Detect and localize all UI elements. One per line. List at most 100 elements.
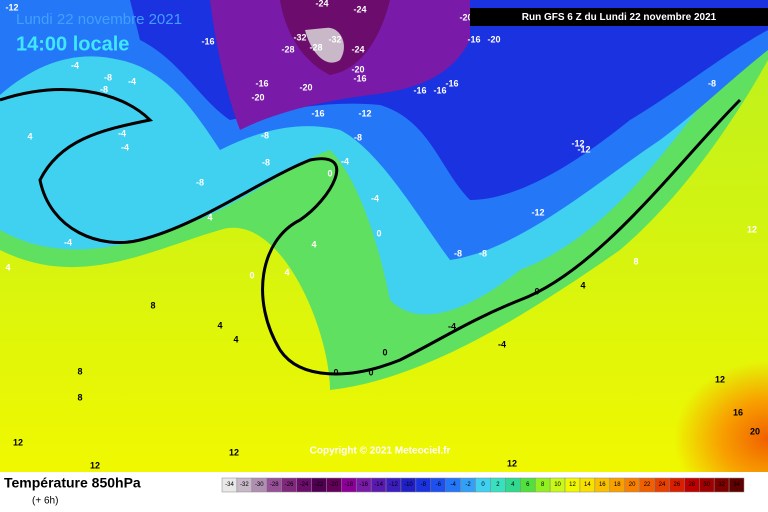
- contour-label: 4: [207, 212, 212, 222]
- run-label: Run GFS 6 Z du Lundi 22 novembre 2021: [522, 12, 717, 23]
- contour-label: 0: [249, 270, 254, 280]
- colorbar-tick-label: -10: [404, 482, 413, 488]
- contour-label: 0: [382, 347, 387, 357]
- contour-label: 0: [327, 168, 332, 178]
- contour-label: 4: [233, 334, 238, 344]
- contour-label: -4: [128, 76, 136, 86]
- colorbar-tick-label: -8: [421, 482, 427, 488]
- colorbar-tick-label: -30: [255, 482, 264, 488]
- colorbar-tick-label: -4: [450, 482, 456, 488]
- colorbar-tick-label: 4: [511, 482, 515, 488]
- contour-label: 12: [13, 437, 23, 447]
- contour-label: -4: [341, 156, 349, 166]
- contour-label: -4: [64, 237, 72, 247]
- contour-label: 4: [311, 239, 316, 249]
- contour-label: -12: [531, 207, 544, 217]
- run-box: [470, 8, 768, 26]
- contour-label: -8: [104, 72, 112, 82]
- contour-label: 0: [376, 228, 381, 238]
- contour-label: 8: [150, 300, 155, 310]
- footer-title: Température 850hPa: [4, 475, 141, 491]
- time-label: 14:00 locale: [16, 33, 129, 55]
- colorbar-tick-label: -6: [436, 482, 442, 488]
- colorbar-tick-label: 30: [703, 482, 710, 488]
- contour-label: -32: [328, 34, 341, 44]
- coldest-area: [305, 27, 345, 63]
- contour-label: -20: [487, 34, 500, 44]
- contour-label: -4: [448, 321, 456, 331]
- colorbar-tick-label: -34: [225, 482, 234, 488]
- contour-label: -32: [293, 32, 306, 42]
- contour-label: -8: [262, 157, 270, 167]
- contour-label: -28: [281, 44, 294, 54]
- colorbar-tick-label: 10: [554, 482, 561, 488]
- contour-label: 0: [534, 286, 539, 296]
- colorbar-tick-label: -24: [300, 482, 309, 488]
- contour-label: 12: [747, 224, 757, 234]
- contour-label: -16: [311, 108, 324, 118]
- contour-label: -20: [251, 92, 264, 102]
- contour-label: 4: [27, 131, 32, 141]
- colorbar-tick-label: -28: [270, 482, 279, 488]
- colorbar-tick-label: 14: [584, 482, 591, 488]
- contour-label: 4: [217, 320, 222, 330]
- contour-label: -4: [121, 142, 129, 152]
- contour-label: 4: [284, 267, 289, 277]
- contour-label: 12: [715, 374, 725, 384]
- colorbar-tick-label: 8: [541, 482, 545, 488]
- contour-label: -12: [571, 138, 584, 148]
- contour-label: -16: [433, 85, 446, 95]
- colorbar-tick-label: -16: [359, 482, 368, 488]
- contour-label: -20: [299, 82, 312, 92]
- colorbar-tick-label: -26: [285, 482, 294, 488]
- contour-label: -16: [413, 85, 426, 95]
- colorbar: -34 -32 -30 -28 -26 -24 -22 -20 -18 -16 -14 -12 -10-…: [221, 477, 745, 493]
- contour-label: -12: [5, 2, 18, 12]
- map: [0, 0, 768, 472]
- contour-label: 12: [507, 458, 517, 468]
- contour-label: 8: [633, 256, 638, 266]
- colorbar-tick-label: -2: [465, 482, 471, 488]
- contour-label: 8: [77, 392, 82, 402]
- contour-label: -4: [498, 339, 506, 349]
- contour-label: -12: [577, 144, 590, 154]
- colorbar-tick-label: 16: [599, 482, 606, 488]
- contour-label: -8: [261, 130, 269, 140]
- colorbar-tick-label: -14: [374, 482, 383, 488]
- copyright: Copyright © 2021 Meteociel.fr: [310, 446, 451, 457]
- contour-label: -16: [255, 78, 268, 88]
- contour-label: -28: [309, 42, 322, 52]
- contour-label: -8: [479, 248, 487, 258]
- contour-label: 4: [580, 280, 585, 290]
- colorbar-tick-label: -32: [240, 482, 249, 488]
- contour-label: 12: [90, 460, 100, 470]
- colorbar-tick-label: -12: [389, 482, 398, 488]
- colorbar-tick-label: -20: [330, 482, 339, 488]
- zero-isotherm: [0, 88, 742, 376]
- contour-label: -4: [71, 60, 79, 70]
- contour-label: 16: [733, 407, 743, 417]
- colorbar-tick-label: 2: [496, 482, 500, 488]
- contour-label: -8: [454, 248, 462, 258]
- contour-label: -8: [100, 84, 108, 94]
- contour-label: -4: [118, 128, 126, 138]
- contour-label: 0: [368, 367, 373, 377]
- colorbar-tick-label: 22: [644, 482, 651, 488]
- contour-label: -12: [358, 108, 371, 118]
- contour-label: -16: [353, 73, 366, 83]
- contour-label: -4: [371, 193, 379, 203]
- date-label: Lundi 22 novembre 2021: [16, 11, 182, 28]
- contour-label: 0: [333, 367, 338, 377]
- contour-label: 4: [5, 262, 10, 272]
- contour-label: -16: [201, 36, 214, 46]
- contour-label: 20: [750, 426, 760, 436]
- contour-label: -24: [351, 44, 364, 54]
- contour-label: 12: [229, 447, 239, 457]
- contour-label: -8: [196, 177, 204, 187]
- contour-label: -24: [315, 0, 328, 8]
- colorbar-tick-label: 26: [674, 482, 681, 488]
- colorbar-tick-label: 34: [733, 482, 740, 488]
- colorbar-tick-label: 28: [688, 482, 695, 488]
- contour-label: -16: [467, 34, 480, 44]
